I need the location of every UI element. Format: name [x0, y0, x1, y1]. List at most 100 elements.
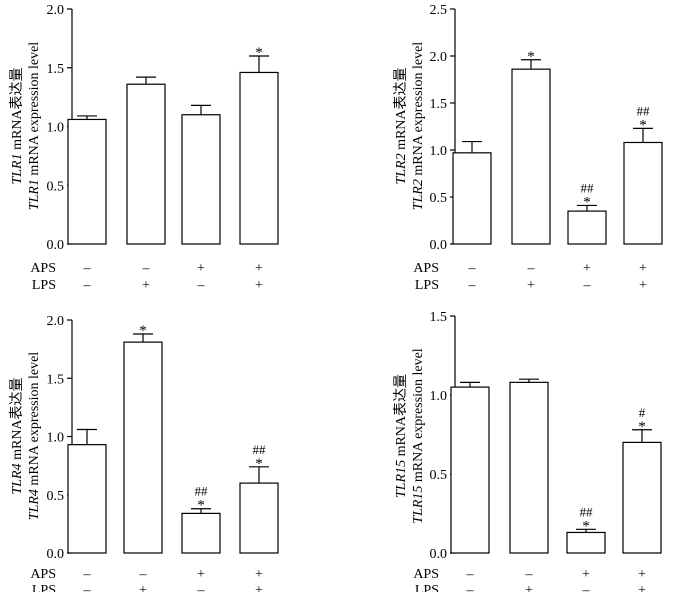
treatment-label-aps: APS — [413, 567, 439, 582]
treatment-mark: + — [582, 567, 590, 582]
bar — [622, 441, 662, 554]
y-tick-label: 1.5 — [430, 97, 448, 112]
bar — [126, 83, 166, 245]
bar — [450, 386, 490, 554]
chart-panel-tlr4: 0.00.51.01.52.0**##*##APS – – + +LPS – + – +TLR4… — [9, 314, 279, 592]
treatment-label-aps: APS — [413, 261, 439, 276]
y-tick-label: 1.0 — [430, 144, 448, 159]
bar — [239, 71, 279, 245]
treatment-label-lps: LPS — [415, 278, 439, 293]
bar — [567, 210, 607, 245]
y-tick-label: 1.5 — [47, 62, 65, 77]
y-axis-label-cn: TLR2 mRNA表达量 — [393, 67, 409, 184]
y-tick-label: 1.5 — [47, 372, 65, 387]
bar — [181, 114, 221, 245]
significance-hash: ## — [637, 103, 651, 118]
significance-hash: # — [639, 405, 646, 420]
bar — [67, 444, 107, 554]
treatment-label-lps: LPS — [415, 583, 439, 592]
significance-hash: ## — [195, 484, 209, 499]
treatment-mark: + — [255, 583, 263, 592]
y-tick-label: 1.5 — [430, 310, 448, 325]
y-axis-label-cn: TLR4 mRNA表达量 — [9, 377, 25, 494]
treatment-mark: + — [639, 261, 647, 276]
treatment-label-lps: LPS — [32, 583, 56, 592]
treatment-mark: – — [468, 261, 477, 276]
chart-panel-tlr1: 0.0 0.5 1.0 1.5 2.0 * APS – – + + LPS – + – + TLR1 mRNA表… — [9, 3, 279, 293]
y-tick-label: 1.0 — [430, 389, 448, 404]
treatment-mark: + — [255, 278, 263, 293]
treatment-mark: – — [83, 261, 92, 276]
significance-star: * — [255, 456, 263, 472]
y-axis-label-en: TLR2 mRNA expression level — [411, 42, 426, 210]
y-tick-label: 1.0 — [47, 431, 65, 446]
significance-star: * — [582, 518, 590, 534]
y-tick-label: 0.5 — [47, 489, 65, 504]
treatment-mark: – — [197, 583, 206, 592]
y-tick-label: 0.0 — [430, 547, 448, 562]
significance-star: * — [255, 45, 263, 61]
significance-hash: ## — [580, 504, 594, 519]
treatment-mark: + — [197, 567, 205, 582]
significance-hash: ## — [581, 180, 595, 195]
treatment-mark: – — [466, 567, 475, 582]
y-axis-label-en: TLR15 mRNA expression level — [411, 348, 426, 523]
treatment-mark: + — [255, 567, 263, 582]
treatment-mark: + — [197, 261, 205, 276]
significance-star: * — [583, 194, 591, 210]
treatment-mark: – — [468, 278, 477, 293]
treatment-mark: – — [142, 261, 151, 276]
bar — [452, 152, 492, 245]
y-tick-label: 0.0 — [47, 238, 65, 253]
significance-star: * — [639, 117, 647, 133]
bar — [67, 118, 107, 245]
y-tick-label: 0.0 — [47, 547, 65, 562]
treatment-mark: – — [83, 583, 92, 592]
bar — [566, 531, 606, 554]
treatment-mark: + — [527, 278, 535, 293]
bar — [623, 141, 663, 245]
treatment-mark: + — [255, 261, 263, 276]
y-axis-label-cn: TLR1 mRNA表达量 — [9, 67, 25, 184]
y-tick-label: 0.5 — [430, 468, 448, 483]
y-tick-label: 0.5 — [430, 191, 448, 206]
y-tick-label: 2.0 — [430, 50, 448, 65]
treatment-mark: + — [139, 583, 147, 592]
chart-panel-tlr15: 0.00.51.01.5*##*#APS – – + +LPS – + – +TLR15 mRN… — [393, 310, 662, 592]
y-tick-label: 1.0 — [47, 121, 65, 136]
y-axis-label-en: TLR1 mRNA expression level — [27, 42, 42, 210]
treatment-label-aps: APS — [30, 567, 56, 582]
treatment-label-aps: APS — [30, 261, 56, 276]
treatment-mark: – — [525, 567, 534, 582]
y-tick-label: 2.0 — [47, 3, 65, 18]
bar — [239, 482, 279, 554]
bar — [181, 512, 221, 554]
y-axis-label-en: TLR4 mRNA expression level — [27, 352, 42, 520]
significance-star: * — [638, 419, 646, 435]
treatment-mark: – — [582, 583, 591, 592]
treatment-mark: – — [139, 567, 148, 582]
bar — [123, 341, 163, 554]
significance-star: * — [139, 323, 147, 339]
treatment-mark: – — [197, 278, 206, 293]
treatment-mark: + — [525, 583, 533, 592]
significance-hash: ## — [253, 442, 267, 457]
bar — [511, 68, 551, 245]
treatment-mark: + — [142, 278, 150, 293]
y-axis-label-cn: TLR15 mRNA表达量 — [393, 374, 409, 498]
treatment-mark: + — [583, 261, 591, 276]
treatment-mark: + — [638, 567, 646, 582]
significance-star: * — [197, 498, 205, 514]
y-tick-label: 0.0 — [430, 238, 448, 253]
chart-panel-tlr2: 0.00.51.01.52.02.5**##*##APS – – + +LPS – + – +T… — [393, 3, 663, 293]
treatment-mark: – — [583, 278, 592, 293]
treatment-mark: + — [638, 583, 646, 592]
treatment-mark: + — [639, 278, 647, 293]
significance-star: * — [527, 49, 535, 65]
bar — [509, 381, 549, 554]
y-tick-label: 2.5 — [430, 3, 448, 18]
treatment-mark: – — [527, 261, 536, 276]
treatment-mark: – — [466, 583, 475, 592]
treatment-mark: – — [83, 567, 92, 582]
